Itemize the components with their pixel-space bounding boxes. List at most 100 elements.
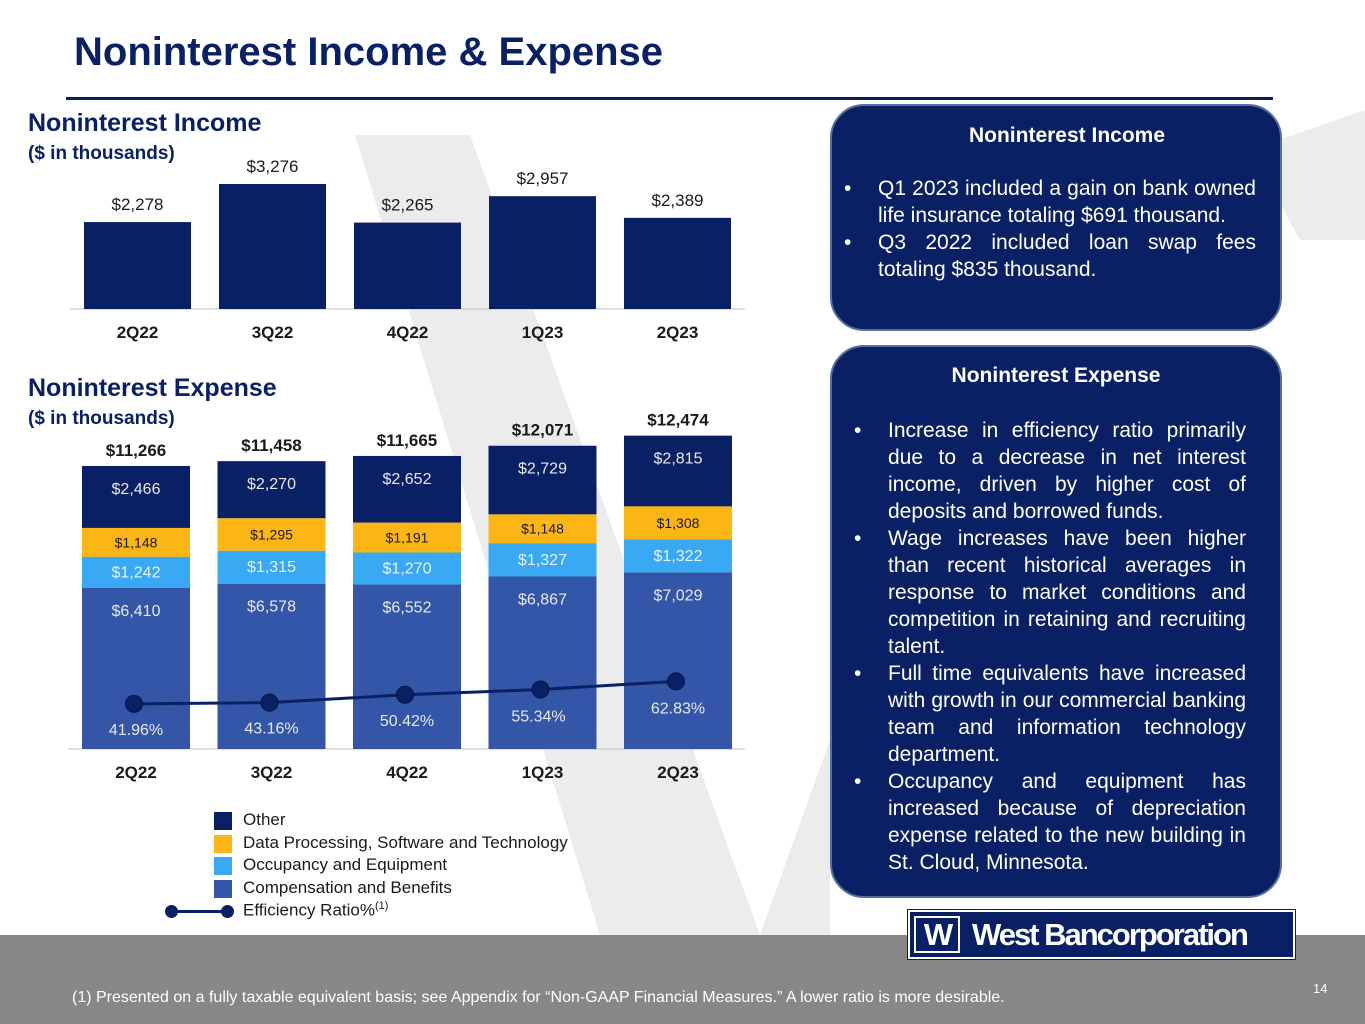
- expense-panel-title: Noninterest Expense: [951, 364, 1161, 387]
- expense-commentary-panel: Noninterest Expense Increase in efficien…: [830, 345, 1282, 898]
- income-bullet-list: Q1 2023 included a gain on bank owned li…: [844, 175, 1256, 283]
- expense-segment-label: $7,029: [654, 587, 703, 604]
- expense-segment-label: $1,191: [386, 530, 429, 546]
- income-value-label: $3,276: [247, 157, 299, 176]
- efficiency-ratio-point: [667, 672, 685, 691]
- income-category-label: 2Q22: [117, 323, 159, 342]
- legend-label: Compensation and Benefits: [243, 877, 452, 897]
- efficiency-ratio-point: [531, 680, 550, 699]
- expense-segment-label: $1,270: [383, 560, 432, 577]
- expense-bar-segment: [217, 550, 326, 584]
- expense-bullet: Occupancy and equipment has increased be…: [854, 768, 1246, 876]
- expense-bar-segment: [624, 506, 732, 540]
- expense-category-label: 3Q22: [251, 763, 293, 782]
- legend-swatch-compensation: [214, 879, 232, 898]
- income-section-title: Noninterest Income: [28, 109, 262, 137]
- expense-category-label: 2Q23: [657, 763, 699, 782]
- expense-bar-segment: [488, 543, 597, 577]
- legend-label-text: Efficiency Ratio%: [243, 901, 375, 921]
- expense-bar-segment: [217, 461, 326, 519]
- income-bar: [489, 196, 596, 309]
- income-bar: [84, 222, 191, 309]
- expense-bar-segment: [353, 552, 461, 585]
- title-divider: [66, 97, 1273, 100]
- expense-bar-segment: [624, 539, 732, 573]
- logo-w-mark: W: [914, 916, 960, 953]
- expense-bullet: Increase in efficiency ratio primarily d…: [854, 417, 1246, 525]
- expense-segment-label: $2,652: [383, 471, 432, 488]
- expense-bar-segment: [488, 445, 597, 515]
- efficiency-ratio-label: 41.96%: [109, 722, 163, 739]
- expense-segment-label: $6,410: [112, 603, 161, 620]
- income-panel-title: Noninterest Income: [968, 124, 1166, 147]
- legend-marker: [221, 905, 234, 919]
- income-bar: [624, 217, 731, 309]
- expense-section-title: Noninterest Expense: [28, 374, 277, 402]
- efficiency-ratio-label: 43.16%: [244, 721, 298, 738]
- legend-label: Occupancy and Equipment: [243, 855, 448, 875]
- expense-segment-label: $1,148: [115, 534, 158, 550]
- income-bullet: Q3 2022 included loan swap fees totaling…: [844, 229, 1256, 283]
- expense-bullet: Wage increases have been higher than rec…: [854, 525, 1246, 660]
- income-section-subtitle: ($ in thousands): [28, 143, 175, 164]
- expense-bar-segment: [488, 514, 597, 544]
- expense-segment-label: $1,295: [250, 526, 293, 542]
- expense-segment-label: $1,242: [112, 564, 161, 581]
- income-category-label: 2Q23: [657, 323, 699, 342]
- expense-total-label: $12,071: [512, 421, 573, 440]
- expense-bar-segment: [488, 576, 597, 749]
- income-category-label: 3Q22: [252, 323, 294, 342]
- efficiency-ratio-label: 62.83%: [651, 700, 705, 717]
- expense-segment-label: $2,270: [247, 476, 296, 493]
- legend-swatch-other: [214, 812, 232, 830]
- footnote: (1) Presented on a fully taxable equival…: [72, 989, 1005, 1006]
- legend-swatch-occupancy: [214, 857, 232, 876]
- expense-bar-segment: [624, 572, 732, 749]
- expense-segment-label: $2,815: [654, 451, 703, 468]
- expense-bar-segment: [82, 587, 190, 749]
- expense-segment-label: $1,308: [657, 515, 700, 531]
- income-value-label: $2,957: [517, 169, 569, 188]
- legend-label: Efficiency Ratio%(1): [243, 900, 388, 921]
- income-category-label: 1Q23: [522, 323, 564, 342]
- expense-bar-segment: [217, 583, 326, 749]
- expense-bullet-list: Increase in efficiency ratio primarily d…: [854, 417, 1246, 876]
- income-category-label: 4Q22: [387, 323, 429, 342]
- income-bullet: Q1 2023 included a gain on bank owned li…: [844, 175, 1256, 229]
- expense-total-label: $12,474: [647, 411, 709, 430]
- legend-swatch-data-processing: [214, 834, 232, 853]
- expense-category-label: 4Q22: [386, 763, 428, 782]
- page-number: 14: [1313, 981, 1328, 996]
- expense-bar-segment: [82, 465, 190, 528]
- logo-wordmark: West Bancorporation: [972, 917, 1249, 952]
- expense-segment-label: $6,578: [247, 599, 296, 616]
- expense-total-label: $11,665: [377, 431, 438, 450]
- income-bar-chart: $2,278 2Q22 $3,276 3Q22 $2,265 4Q22 $2,957 1Q23…: [70, 157, 745, 342]
- efficiency-ratio-point: [396, 685, 414, 704]
- expense-segment-label: $1,315: [247, 559, 296, 576]
- expense-segment-label: $2,729: [518, 461, 567, 478]
- expense-category-label: 2Q22: [115, 763, 157, 782]
- expense-bar-segment: [82, 556, 190, 588]
- income-value-label: $2,265: [382, 196, 434, 215]
- page-title: Noninterest Income & Expense: [74, 30, 664, 74]
- expense-bar-segment: [353, 584, 461, 749]
- efficiency-ratio-label: 55.34%: [511, 708, 565, 725]
- west-bancorporation-logo: W West Bancorporation: [907, 909, 1296, 960]
- expense-section-subtitle: ($ in thousands): [28, 408, 175, 429]
- expense-segment-label: $1,322: [654, 548, 703, 565]
- expense-bar-segment: [353, 522, 461, 553]
- legend-line-efficiency-ratio: [166, 910, 226, 914]
- expense-segment-label: $1,327: [518, 552, 567, 569]
- expense-bar-segment: [624, 435, 732, 507]
- income-value-label: $2,389: [652, 191, 704, 210]
- efficiency-ratio-point: [125, 694, 143, 713]
- expense-segment-label: $6,552: [383, 599, 432, 616]
- expense-bullet: Full time equivalents have increased wit…: [854, 660, 1246, 768]
- legend-label: Data Processing, Software and Technology: [243, 832, 568, 852]
- income-bar: [219, 183, 326, 309]
- expense-segment-label: $2,466: [112, 481, 161, 498]
- expense-bar-segment: [353, 455, 461, 523]
- legend-marker: [165, 905, 178, 919]
- expense-bar-segment: [217, 518, 326, 551]
